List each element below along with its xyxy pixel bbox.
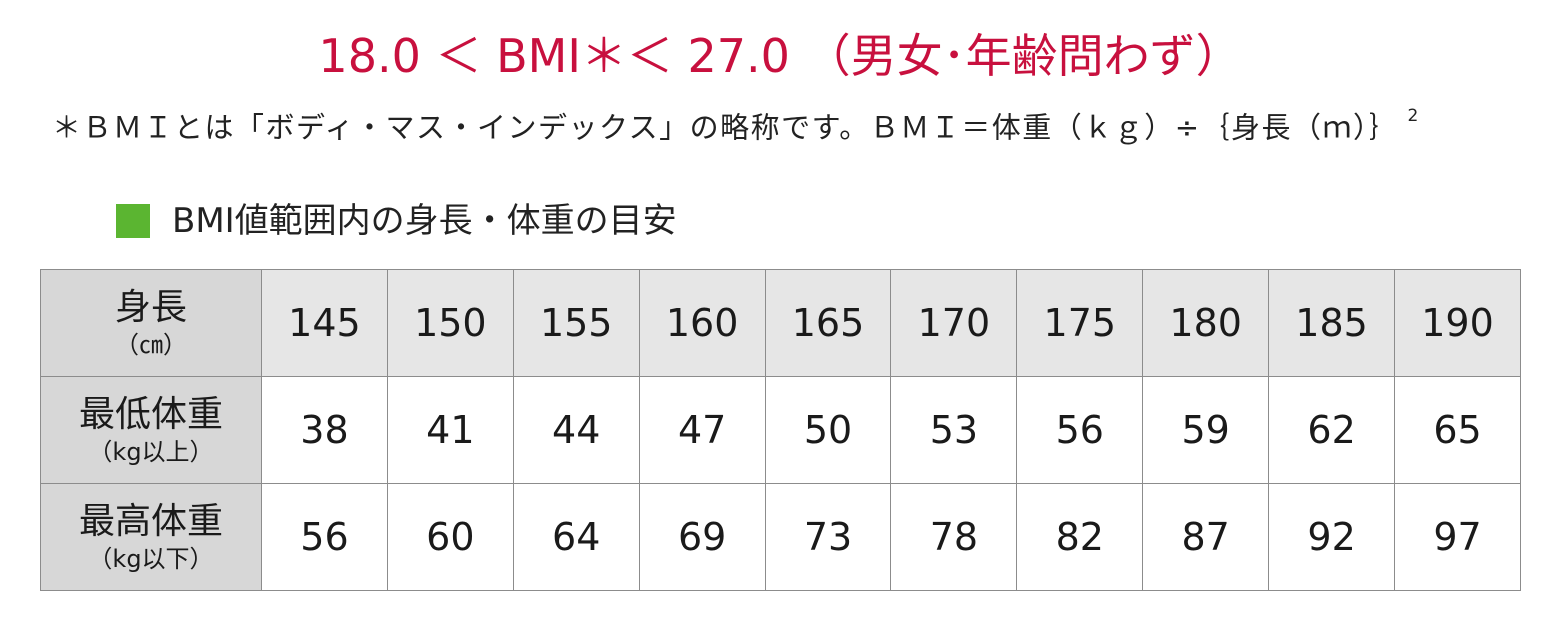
row-header-unit: （㎝） [115,331,187,359]
row-header-unit: （kg以上） [88,438,214,466]
table-cell: 150 [386,269,514,377]
table-row-max-weight: 最高体重 （kg以下） 56 60 64 69 73 78 82 87 92 9… [40,483,1521,591]
green-square-icon [116,204,150,238]
row-header-label: 最低体重 [78,394,223,435]
row-header-label: 最高体重 [78,501,223,542]
table-cell: 38 [261,376,388,484]
table-cell: 47 [638,376,766,484]
table-cell: 175 [1016,269,1144,377]
section-heading: BMI値範囲内の身長・体重の目安 [116,196,677,246]
table-cell: 97 [1394,483,1521,591]
table-cell: 41 [386,376,514,484]
row-header-max-weight: 最高体重 （kg以下） [40,483,262,591]
table-cell: 50 [764,376,892,484]
table-cell: 92 [1268,483,1396,591]
section-label: BMI値範囲内の身長・体重の目安 [172,201,677,241]
table-cell: 65 [1394,376,1521,484]
row-header-height: 身長 （㎝） [40,269,262,377]
row-header-label: 身長 [114,287,187,328]
table-cell: 180 [1142,269,1270,377]
table-cell: 190 [1394,269,1521,377]
table-row-height: 身長 （㎝） 145 150 155 160 165 170 175 180 1… [40,269,1521,377]
table-cell: 44 [512,376,640,484]
table-cell: 145 [261,269,388,377]
table-row-min-weight: 最低体重 （kg以上） 38 41 44 47 50 53 56 59 62 6… [40,376,1521,484]
table-cell: 155 [512,269,640,377]
table-cell: 170 [890,269,1018,377]
table-cell: 62 [1268,376,1396,484]
table-cell: 64 [512,483,640,591]
table-cell: 78 [890,483,1018,591]
table-cell: 59 [1142,376,1270,484]
table-cell: 56 [1016,376,1144,484]
bmi-exponent: 2 [1407,106,1420,126]
table-cell: 69 [638,483,766,591]
table-cell: 165 [764,269,892,377]
bmi-definition-text: ＊ＢＭＩとは「ボディ・マス・インデックス」の略称です。ＢＭＩ＝体重（ｋｇ）÷｛身… [52,110,1400,145]
bmi-definition-note: ＊ＢＭＩとは「ボディ・マス・インデックス」の略称です。ＢＭＩ＝体重（ｋｇ）÷｛身… [52,100,1420,150]
table-cell: 56 [261,483,388,591]
table-cell: 82 [1016,483,1144,591]
table-cell: 73 [764,483,892,591]
bmi-table: 身長 （㎝） 145 150 155 160 165 170 175 180 1… [40,269,1521,591]
row-header-min-weight: 最低体重 （kg以上） [40,376,262,484]
table-cell: 60 [386,483,514,591]
page-title: 18.0 ＜ BMI＊＜ 27.0 （男女･年齢問わず） [318,29,1242,83]
table-cell: 53 [890,376,1018,484]
table-cell: 185 [1268,269,1396,377]
row-header-unit: （kg以下） [88,545,214,573]
table-cell: 160 [638,269,766,377]
table-cell: 87 [1142,483,1270,591]
